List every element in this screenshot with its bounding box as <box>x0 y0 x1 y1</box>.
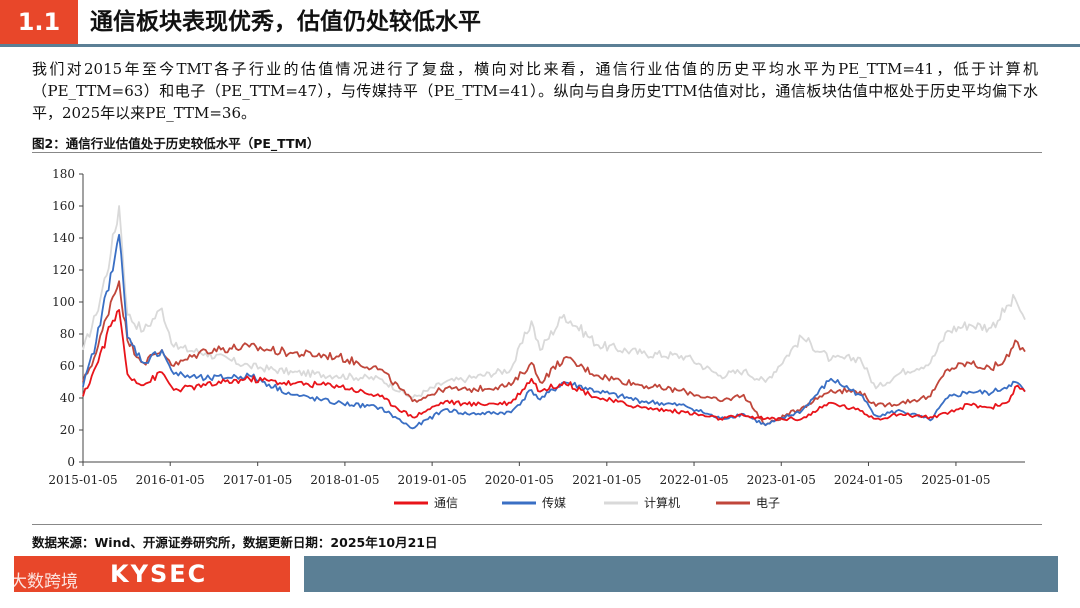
series-line-通信 <box>82 309 1026 422</box>
y-tick-label: 0 <box>67 455 75 469</box>
series-line-计算机 <box>82 205 1026 399</box>
intro-paragraph: 我们对2015年至今TMT各子行业的估值情况进行了复盘，横向对比来看，通信行业估… <box>32 60 1038 122</box>
x-tick-label: 2025-01-05 <box>921 473 990 487</box>
y-tick-label: 120 <box>52 263 75 277</box>
header-divider <box>0 44 1080 47</box>
figure-bottom-rule <box>32 524 1042 525</box>
legend-label: 通信 <box>434 496 458 510</box>
footer-bar <box>304 556 1058 592</box>
legend-label: 计算机 <box>644 495 680 510</box>
y-tick-label: 160 <box>52 199 75 213</box>
series-line-电子 <box>82 280 1026 427</box>
legend-label: 传媒 <box>542 495 566 510</box>
source-note: 数据来源：Wind、开源证券研究所，数据更新日期：2025年10月21日 <box>32 535 438 550</box>
x-tick-label: 2018-01-05 <box>310 473 379 487</box>
legend-label: 电子 <box>756 496 780 510</box>
section-number: 1.1 <box>0 0 78 44</box>
series-line-传媒 <box>82 233 1026 430</box>
page-header: 1.1 通信板块表现优秀，估值仍处较低水平 <box>0 0 1080 47</box>
y-tick-label: 60 <box>60 359 75 373</box>
watermark-text: 大数跨境 <box>10 572 78 592</box>
pe-ttm-line-chart: 0 20 40 60 80 100 120 140 160 180 2015-01-05 2016-0… <box>48 167 1026 510</box>
y-tick-label: 140 <box>52 231 75 245</box>
y-tick-label: 40 <box>60 391 75 405</box>
x-tick-label: 2020-01-05 <box>485 473 554 487</box>
figure-caption: 图2：通信行业估值处于历史较低水平（PE_TTM） <box>32 136 320 151</box>
y-tick-label: 100 <box>52 295 75 309</box>
x-tick-label: 2015-01-05 <box>48 473 117 487</box>
x-tick-label: 2021-01-05 <box>572 473 641 487</box>
x-tick-label: 2016-01-05 <box>136 473 205 487</box>
page-title: 通信板块表现优秀，估值仍处较低水平 <box>90 9 481 35</box>
y-tick-label: 180 <box>52 167 75 181</box>
x-tick-label: 2023-01-05 <box>747 473 816 487</box>
x-tick-label: 2022-01-05 <box>659 473 728 487</box>
x-tick-label: 2024-01-05 <box>834 473 903 487</box>
figure-top-rule <box>32 152 1042 153</box>
x-tick-label: 2017-01-05 <box>223 473 292 487</box>
brand-logo-text: KYSEC <box>110 560 208 588</box>
x-tick-label: 2019-01-05 <box>398 473 467 487</box>
y-tick-label: 20 <box>60 423 75 437</box>
y-tick-label: 80 <box>60 327 75 341</box>
footer-brand-block: KYSEC <box>14 556 290 592</box>
